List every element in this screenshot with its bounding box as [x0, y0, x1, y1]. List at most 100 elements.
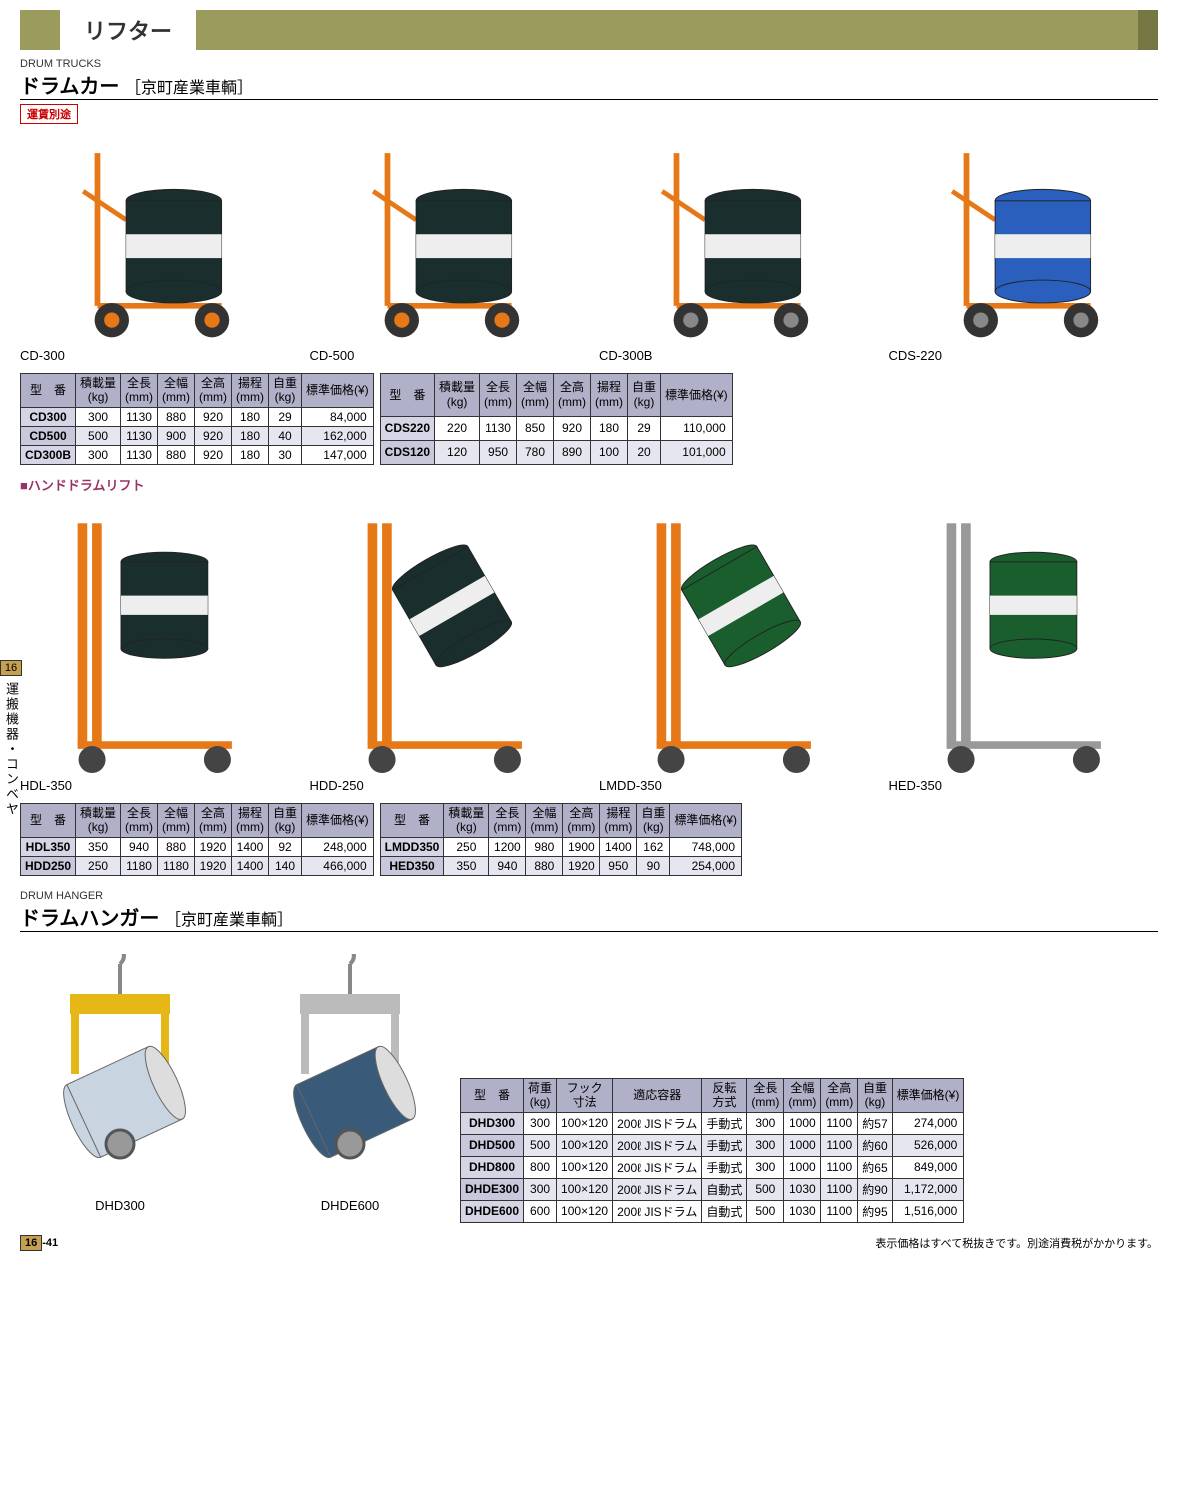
table-cell: 920	[195, 407, 232, 426]
table-cell: 274,000	[892, 1112, 964, 1134]
table-cell: HDL350	[21, 837, 76, 856]
product-image	[20, 134, 290, 344]
table-header: 全高(mm)	[554, 374, 591, 417]
product-row-3: DHD300 DHDE600	[20, 954, 450, 1213]
table-cell: 1100	[821, 1134, 858, 1156]
table-cell: 100×120	[557, 1200, 613, 1222]
table-row: HED350350940880192095090254,000	[380, 856, 741, 875]
product-card: DHDE600	[250, 954, 450, 1213]
table-cell: 100×120	[557, 1112, 613, 1134]
product-label: CD-300	[20, 348, 290, 363]
table-cell: DHDE600	[461, 1200, 524, 1222]
table-cell: 466,000	[302, 856, 374, 875]
table-cell: 29	[627, 416, 660, 440]
table-cell: 約60	[858, 1134, 892, 1156]
spec-table-1a: 型 番積載量(kg)全長(mm)全幅(mm)全高(mm)揚程(mm)自重(kg)…	[20, 373, 374, 465]
product-image	[889, 134, 1159, 344]
table-header: 全幅(mm)	[158, 803, 195, 837]
table-cell: 300	[747, 1134, 784, 1156]
product-label: DHDE600	[250, 1198, 450, 1213]
table-cell: DHDE300	[461, 1178, 524, 1200]
spec-table-2a: 型 番積載量(kg)全長(mm)全幅(mm)全高(mm)揚程(mm)自重(kg)…	[20, 803, 374, 876]
table-cell: 880	[158, 445, 195, 464]
table-cell: 自動式	[702, 1200, 747, 1222]
table-cell: 849,000	[892, 1156, 964, 1178]
table-cell: 800	[524, 1156, 557, 1178]
table-cell: 約95	[858, 1200, 892, 1222]
product-card: CDS-220	[889, 134, 1159, 363]
table-cell: 248,000	[302, 837, 374, 856]
table-cell: 92	[268, 837, 301, 856]
product-row-2: HDL-350 HDD-250 LMDD-350	[20, 504, 1158, 793]
table-row: HDD2502501180118019201400140466,000	[21, 856, 374, 875]
table-cell: 162,000	[302, 426, 374, 445]
table-cell: 30	[268, 445, 301, 464]
table-cell: 500	[524, 1134, 557, 1156]
table-cell: 1000	[784, 1156, 821, 1178]
table-cell: 1030	[784, 1178, 821, 1200]
table-header: 全長(mm)	[747, 1078, 784, 1112]
table-header: 全高(mm)	[821, 1078, 858, 1112]
table-row: DHDE600600100×120200ℓ JISドラム自動式500103011…	[461, 1200, 964, 1222]
table-row: DHD300300100×120200ℓ JISドラム手動式3001000110…	[461, 1112, 964, 1134]
product-image	[599, 134, 869, 344]
table-cell: 1400	[232, 856, 269, 875]
product-label: CDS-220	[889, 348, 1159, 363]
product-image	[20, 954, 220, 1194]
table-cell: 1100	[821, 1156, 858, 1178]
table-cell: 920	[195, 445, 232, 464]
table-row: HDL3503509408801920140092248,000	[21, 837, 374, 856]
table-cell: 180	[232, 407, 269, 426]
product-label: HED-350	[889, 778, 1159, 793]
table-header: 積載量(kg)	[76, 803, 121, 837]
product-label: LMDD-350	[599, 778, 869, 793]
table-header: 全幅(mm)	[526, 803, 563, 837]
table-header: 揚程(mm)	[232, 803, 269, 837]
table-row: DHD500500100×120200ℓ JISドラム手動式3001000110…	[461, 1134, 964, 1156]
section-title-2: ドラムハンガー ［京町産業車輌］	[20, 908, 293, 930]
table-cell: 300	[747, 1112, 784, 1134]
table-header: 自重(kg)	[858, 1078, 892, 1112]
table-cell: 100	[591, 440, 628, 464]
product-card: HED-350	[889, 504, 1159, 793]
table-cell: 20	[627, 440, 660, 464]
table-cell: 1100	[821, 1178, 858, 1200]
table-cell: 1900	[563, 837, 600, 856]
table-cell: 100×120	[557, 1178, 613, 1200]
table-cell: 手動式	[702, 1112, 747, 1134]
product-card: CD-500	[310, 134, 580, 363]
table-cell: 84,000	[302, 407, 374, 426]
table-cell: 850	[517, 416, 554, 440]
side-section-num: 16	[0, 660, 22, 676]
table-cell: 1130	[121, 407, 158, 426]
table-cell: 200ℓ JISドラム	[613, 1134, 702, 1156]
table-cell: 約65	[858, 1156, 892, 1178]
table-cell: 40	[268, 426, 301, 445]
table-cell: 200ℓ JISドラム	[613, 1200, 702, 1222]
side-section-label: 運搬機器・コンベヤ	[0, 676, 23, 823]
spec-table-1b: 型 番積載量(kg)全長(mm)全幅(mm)全高(mm)揚程(mm)自重(kg)…	[380, 373, 733, 465]
product-image	[310, 134, 580, 344]
table-cell: 250	[76, 856, 121, 875]
table-header: 全長(mm)	[121, 803, 158, 837]
table-cell: DHD800	[461, 1156, 524, 1178]
table-cell: 940	[121, 837, 158, 856]
table-header: 型 番	[380, 803, 444, 837]
table-cell: 880	[158, 837, 195, 856]
table-row: CD30030011308809201802984,000	[21, 407, 374, 426]
table-cell: 1400	[232, 837, 269, 856]
table-cell: 90	[637, 856, 670, 875]
product-card: LMDD-350	[599, 504, 869, 793]
table-cell: 950	[480, 440, 517, 464]
table-cell: 1030	[784, 1200, 821, 1222]
table-header: 全幅(mm)	[784, 1078, 821, 1112]
table-cell: 1200	[489, 837, 526, 856]
table-cell: DHD300	[461, 1112, 524, 1134]
table-row: CDS220220113085092018029110,000	[380, 416, 732, 440]
table-cell: 880	[158, 407, 195, 426]
product-image	[599, 504, 869, 774]
table-header: 全幅(mm)	[517, 374, 554, 417]
table-header: 積載量(kg)	[444, 803, 489, 837]
product-image	[250, 954, 450, 1194]
product-label: DHD300	[20, 1198, 220, 1213]
